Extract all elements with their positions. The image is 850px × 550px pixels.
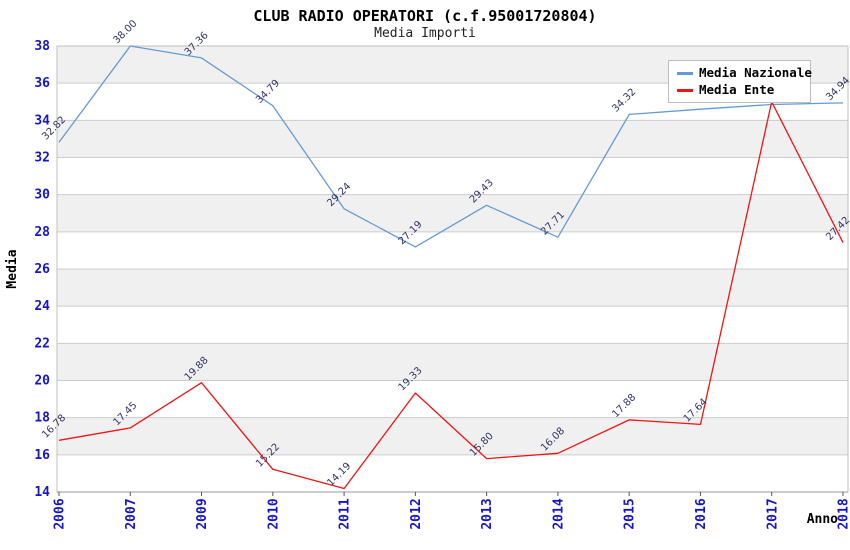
legend-box: Media Nazionale Media Ente	[668, 60, 812, 103]
series-line-media-ente	[58, 101, 844, 490]
legend-swatch-media-ente	[677, 88, 693, 92]
svg-text:2016: 2016	[694, 498, 709, 529]
svg-text:38: 38	[34, 39, 50, 54]
legend-label-media-nazionale: Media Nazionale	[699, 65, 812, 80]
svg-text:2015: 2015	[623, 498, 638, 529]
x-axis-ticks	[58, 492, 844, 496]
svg-text:2011: 2011	[338, 498, 353, 529]
svg-text:17.88: 17.88	[610, 392, 638, 420]
svg-text:2012: 2012	[409, 498, 424, 529]
svg-text:36: 36	[34, 76, 50, 91]
svg-text:24: 24	[34, 299, 50, 314]
svg-text:14: 14	[34, 485, 50, 500]
svg-text:2009: 2009	[195, 498, 210, 529]
svg-text:34: 34	[34, 113, 50, 128]
x-axis-title: Anno	[807, 512, 838, 527]
svg-text:32: 32	[34, 151, 50, 166]
svg-text:18: 18	[34, 411, 50, 426]
legend-item-media-nazionale: Media Nazionale	[677, 66, 812, 80]
legend-item-media-ente: Media Ente	[677, 83, 808, 97]
svg-text:16: 16	[34, 448, 50, 463]
svg-text:20: 20	[34, 374, 50, 389]
svg-text:2013: 2013	[480, 498, 495, 529]
svg-text:2010: 2010	[266, 498, 281, 529]
legend-swatch-media-nazionale	[677, 71, 693, 75]
plot-bands	[57, 46, 848, 455]
svg-text:2014: 2014	[551, 498, 566, 529]
svg-text:26: 26	[34, 262, 50, 277]
svg-text:30: 30	[34, 188, 50, 203]
svg-text:22: 22	[34, 336, 50, 351]
chart-title: CLUB RADIO OPERATORI (c.f.95001720804)	[253, 7, 597, 25]
svg-text:2018: 2018	[837, 498, 850, 529]
svg-text:34.32: 34.32	[610, 87, 638, 115]
y-axis-title: Media	[5, 249, 20, 288]
svg-text:28: 28	[34, 225, 50, 240]
svg-text:38.00: 38.00	[111, 18, 139, 46]
x-axis-labels: 2006 2007 2009 2010 2011 2012 2013 2014 2015 2016…	[53, 498, 850, 529]
svg-text:14.19: 14.19	[325, 461, 353, 489]
svg-text:2006: 2006	[53, 498, 68, 529]
gridlines	[57, 45, 848, 456]
chart-subtitle: Media Importi	[374, 26, 476, 41]
y-axis-labels: 14 16 18 20 22 24 26 28 30 32 34 36 38	[34, 39, 50, 500]
svg-text:2007: 2007	[124, 498, 139, 529]
legend-label-media-ente: Media Ente	[699, 82, 775, 97]
svg-text:2017: 2017	[765, 498, 780, 529]
series-line-media-nazionale	[58, 45, 844, 248]
